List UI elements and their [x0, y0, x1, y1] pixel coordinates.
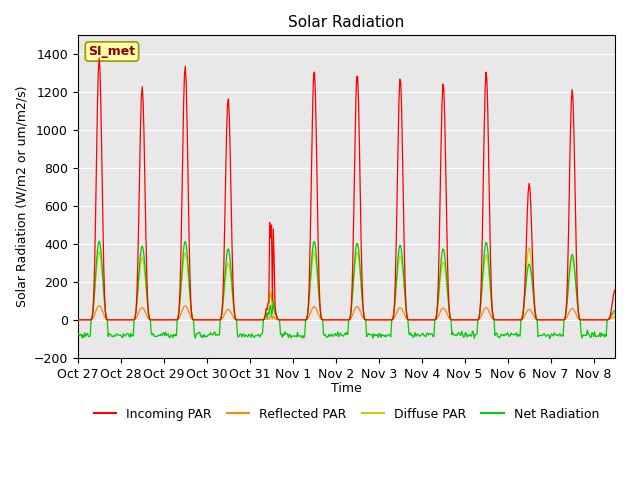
Text: SI_met: SI_met: [88, 45, 136, 58]
Title: Solar Radiation: Solar Radiation: [288, 15, 404, 30]
Y-axis label: Solar Radiation (W/m2 or um/m2/s): Solar Radiation (W/m2 or um/m2/s): [15, 86, 28, 307]
Legend: Incoming PAR, Reflected PAR, Diffuse PAR, Net Radiation: Incoming PAR, Reflected PAR, Diffuse PAR…: [88, 403, 604, 426]
X-axis label: Time: Time: [331, 382, 362, 395]
